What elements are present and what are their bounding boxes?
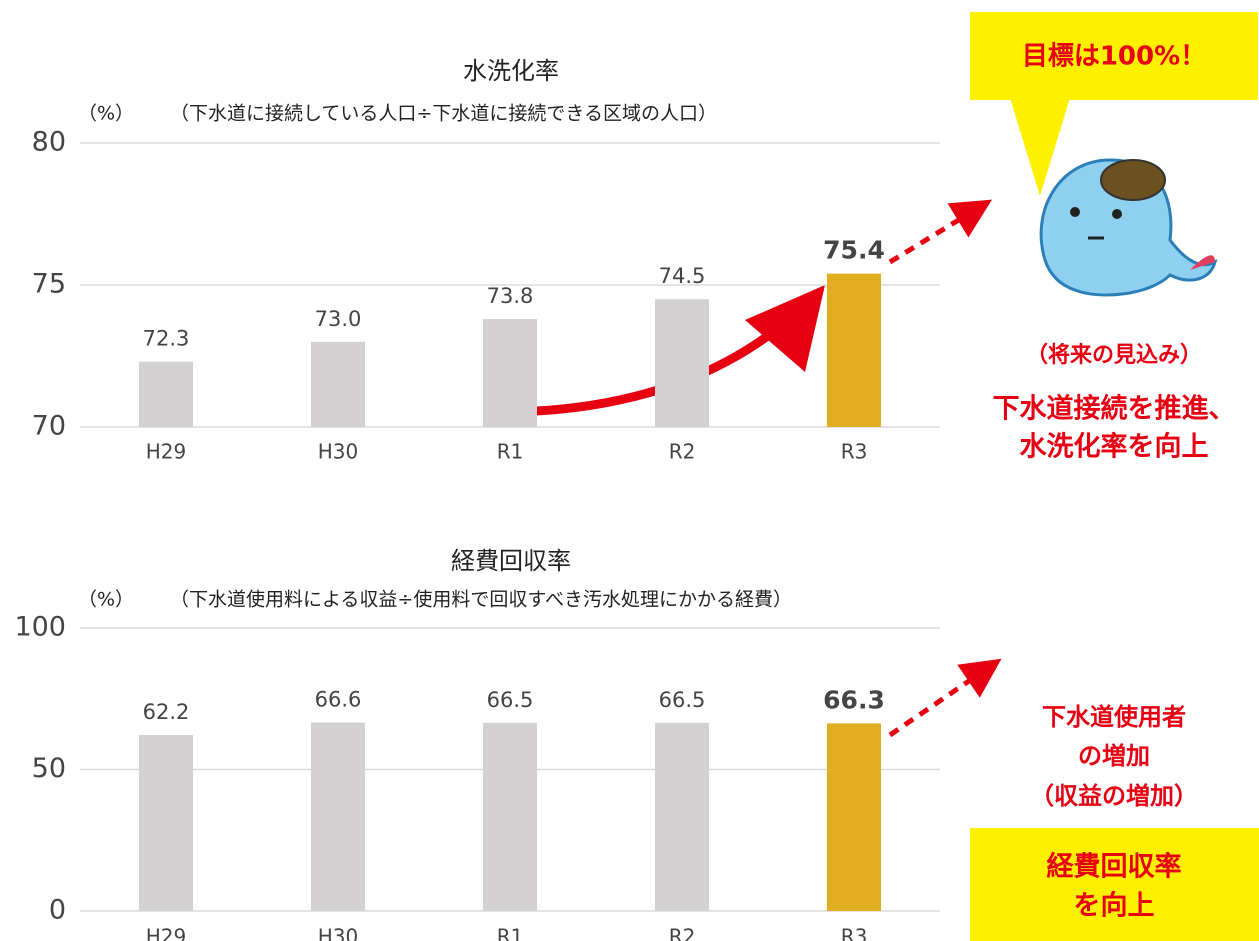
callout-text: 経費回収率 [1047,851,1182,883]
value-label: 72.3 [143,327,190,351]
chart-title: 経費回収率 [451,547,571,575]
callout-text: 目標は100%！ [1022,42,1206,72]
bar [311,723,365,911]
value-label: 73.8 [487,284,534,308]
value-label: 66.5 [487,688,534,712]
x-tick-label: R1 [497,925,524,941]
x-tick-label: H30 [318,440,359,464]
x-tick-label: H30 [318,925,359,941]
y-tick-label: 100 [14,612,66,643]
value-label: 75.4 [823,236,885,265]
page: 水洗化率 （%） （下水道に接続している人口÷下水道に接続できる区域の人口） 70 75… [0,0,1259,941]
value-label: 62.2 [143,700,190,724]
x-tick-label: R1 [497,440,524,464]
bar [483,723,537,911]
callout-text: （収益の増加） [1030,782,1198,810]
callout-text: 下水道接続を推進、 [993,393,1236,425]
x-tick-label: R2 [669,440,696,464]
y-axis-label: （%） [78,589,134,611]
dotted-arrow [890,210,975,262]
x-tick-label: R3 [841,925,868,941]
bar [827,723,881,911]
x-tick-label: R2 [669,925,696,941]
mascot [1041,160,1215,295]
x-tick-label: H29 [146,925,187,941]
x-tick-label: R3 [841,440,868,464]
bar [655,723,709,911]
bar [483,319,537,427]
y-tick-label: 75 [32,269,66,300]
value-label: 74.5 [659,264,706,288]
y-tick-label: 0 [49,895,66,926]
y-tick-label: 80 [32,127,66,158]
value-label: 66.3 [823,685,885,714]
dotted-arrow [890,670,985,735]
bar [311,342,365,427]
callout-text: を向上 [1074,890,1155,922]
bar [827,274,881,427]
chart-subtitle: （下水道に接続している人口÷下水道に接続できる区域の人口） [170,103,717,125]
chart-subtitle: （下水道使用料による収益÷使用料で回収すべき汚水処理にかかる経費） [170,589,792,611]
bar [139,362,193,427]
y-tick-label: 70 [32,411,66,442]
bar [655,299,709,427]
callout-text: 下水道使用者 [1042,703,1186,731]
callout-text: の増加 [1078,742,1150,770]
y-tick-label: 50 [32,753,66,784]
callout-text: （将来の見込み） [1026,342,1202,368]
x-tick-label: H29 [146,440,187,464]
result-box [970,828,1259,941]
value-label: 66.6 [315,688,362,712]
chart-title: 水洗化率 [463,57,559,85]
bar [139,735,193,911]
value-label: 66.5 [659,688,706,712]
callout-text: 水洗化率を向上 [1020,431,1209,463]
infographic: 水洗化率 （%） （下水道に接続している人口÷下水道に接続できる区域の人口） 70 75… [0,0,1259,941]
value-label: 73.0 [315,307,362,331]
y-axis-label: （%） [78,103,134,125]
trend-arrow-head [745,285,825,372]
